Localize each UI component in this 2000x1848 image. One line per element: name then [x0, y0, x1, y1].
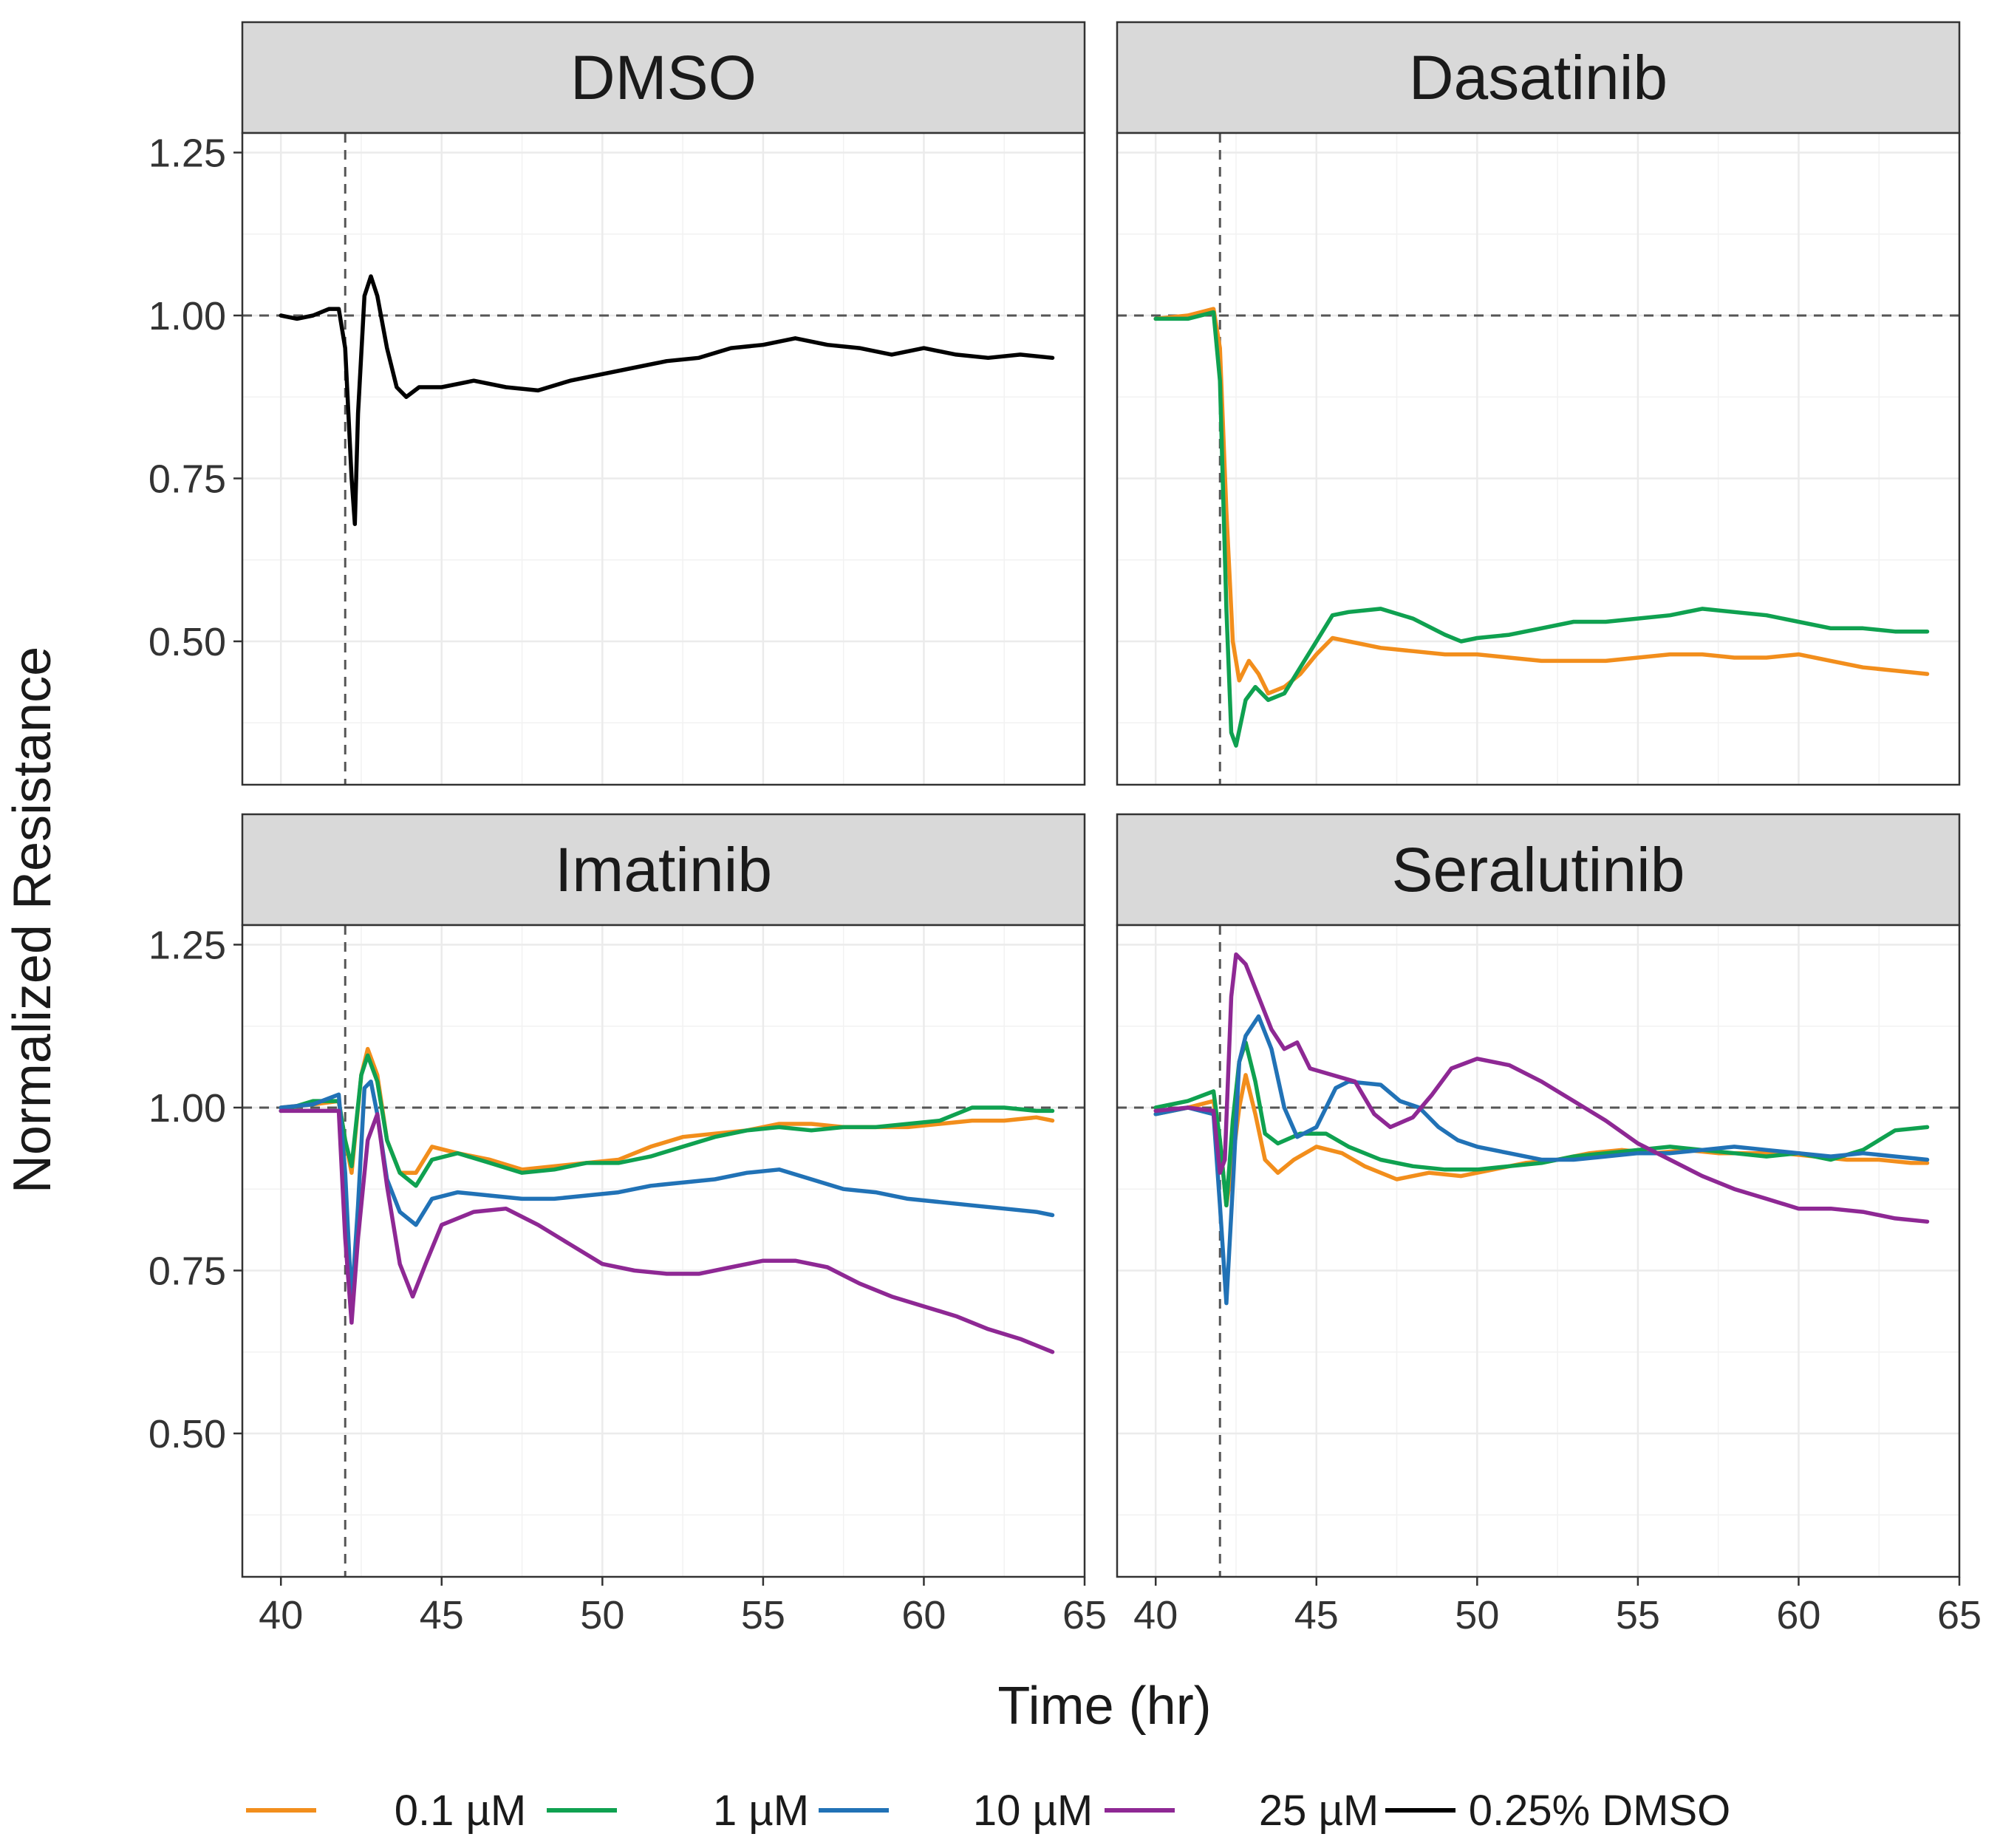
y-tick-label: 1.25: [149, 131, 226, 175]
x-tick-label: 50: [1455, 1593, 1499, 1637]
x-tick-label: 60: [1776, 1593, 1820, 1637]
y-tick-label: 0.75: [149, 1249, 226, 1293]
y-tick-label: 0.75: [149, 457, 226, 501]
strip-title-dmso: DMSO: [570, 43, 757, 112]
series-line-seralutinib-1-m: [1153, 1040, 1930, 1208]
series-line-dasatinib-1-m: [1153, 310, 1930, 748]
strip-dmso: [241, 21, 1086, 134]
y-axis-title: Normalized Resistance: [3, 647, 62, 1193]
panel-border-dmso: [241, 132, 1086, 786]
panel-seralutinib: Seralutinib: [1116, 813, 1961, 1578]
plot-area-seralutinib: [1117, 925, 1959, 1577]
series-line-dmso-0-25-dmso: [279, 274, 1055, 526]
panel-dmso: DMSO: [241, 21, 1086, 786]
x-tick-label: 50: [580, 1593, 624, 1637]
strip-title-dasatinib: Dasatinib: [1409, 43, 1668, 112]
panel-border-dasatinib: [1116, 132, 1961, 786]
x-tick-label: 65: [1062, 1593, 1107, 1637]
series-line-dasatinib-0-1-m: [1153, 307, 1930, 696]
legend: 0.1 µM 1 µM 10 µM 25 µM 0.25% DMSO: [246, 1787, 1730, 1835]
plot-area-imatinib: [242, 925, 1085, 1577]
y-tick-label: 1.00: [149, 294, 226, 338]
plot-area-dmso: [242, 133, 1085, 785]
plot-area-dasatinib: [1117, 133, 1959, 785]
y-axis-bottom-row: 0.50 0.75 1.00 1.25: [149, 923, 242, 1456]
x-tick-label: 55: [741, 1593, 785, 1637]
legend-label-0-1-m: 0.1 µM: [395, 1787, 526, 1835]
x-tick-label: 40: [259, 1593, 303, 1637]
legend-label-25-m: 25 µM: [1259, 1787, 1379, 1835]
x-tick-label: 40: [1133, 1593, 1178, 1637]
y-tick-label: 1.25: [149, 923, 226, 967]
x-axis-title: Time (hr): [997, 1677, 1211, 1736]
panel-border-imatinib: [241, 924, 1086, 1578]
strip-seralutinib: [1116, 813, 1961, 927]
x-axis-left-column: 40 45 50 55 60 65: [259, 1577, 1107, 1637]
panel-imatinib: Imatinib: [241, 813, 1086, 1578]
series-line-seralutinib-25-m: [1153, 952, 1930, 1224]
series-line-imatinib-25-m: [279, 1108, 1055, 1354]
legend-label-10-m: 10 µM: [973, 1787, 1093, 1835]
series-line-imatinib-1-m: [279, 1053, 1055, 1188]
y-tick-label: 0.50: [149, 620, 226, 664]
legend-label-0-25-dmso: 0.25% DMSO: [1469, 1787, 1731, 1835]
y-tick-label: 0.50: [149, 1412, 226, 1456]
strip-title-seralutinib: Seralutinib: [1392, 835, 1685, 904]
strip-title-imatinib: Imatinib: [555, 835, 772, 904]
series-line-imatinib-10-m: [279, 1079, 1055, 1306]
panel-border-seralutinib: [1116, 924, 1961, 1578]
x-tick-label: 55: [1616, 1593, 1660, 1637]
panel-dasatinib: Dasatinib: [1116, 21, 1961, 786]
legend-label-1-m: 1 µM: [713, 1787, 809, 1835]
y-axis-top-row: 0.50 0.75 1.00 1.25: [149, 131, 242, 664]
strip-dasatinib: [1116, 21, 1961, 134]
x-tick-label: 45: [420, 1593, 464, 1637]
x-axis-right-column: 40 45 50 55 60 65: [1133, 1577, 1982, 1637]
x-tick-label: 60: [901, 1593, 946, 1637]
x-tick-label: 45: [1294, 1593, 1339, 1637]
y-tick-label: 1.00: [149, 1086, 226, 1131]
x-tick-label: 65: [1937, 1593, 1982, 1637]
